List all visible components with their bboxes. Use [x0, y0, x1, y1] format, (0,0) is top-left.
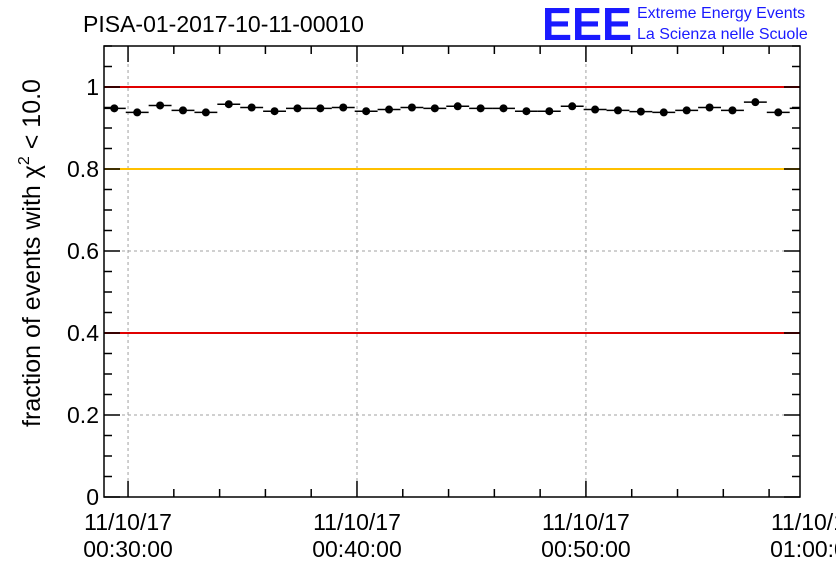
x-tick-label-date: 11/10/17	[84, 509, 172, 535]
data-point	[446, 102, 470, 111]
data-point-marker	[224, 100, 233, 109]
x-tick-labels: 11/10/1700:30:0011/10/1700:40:0011/10/17…	[83, 509, 836, 562]
data-point	[675, 106, 699, 115]
y-axis-label-suffix: < 10.0	[18, 79, 46, 156]
y-tick-label: 0.8	[67, 156, 99, 182]
data-point	[698, 103, 722, 112]
y-axis-label-exponent: 2	[16, 156, 33, 165]
data-point	[217, 100, 241, 109]
data-point-marker	[247, 103, 256, 112]
reference-lines	[104, 86, 800, 334]
data-point-marker	[568, 102, 577, 111]
logo-mark: EEE	[542, 0, 632, 50]
y-tick-label: 1	[86, 74, 99, 100]
data-point	[125, 108, 149, 117]
data-point-marker	[636, 107, 645, 116]
data-point-marker	[751, 98, 760, 107]
data-point	[721, 106, 744, 115]
y-axis-label: fraction of events with χ2 < 10.0	[16, 79, 46, 427]
data-point-marker	[201, 108, 210, 117]
data-point-marker	[591, 105, 600, 114]
data-point	[492, 104, 515, 113]
y-tick-labels: 0 0.2 0.4 0.6 0.8 1	[67, 74, 99, 510]
data-point-marker	[293, 104, 302, 113]
logo-line2: La Scienza nelle Scuole	[637, 26, 808, 43]
data-point-marker	[613, 106, 622, 115]
y-axis-label-symbol: χ	[18, 165, 46, 178]
logo-line1: Extreme Energy Events	[637, 5, 805, 22]
data-points	[104, 98, 800, 117]
data-point-marker	[110, 104, 119, 113]
y-tick-label: 0.6	[67, 238, 99, 264]
axis-ticks	[104, 45, 800, 498]
eee-logo: EEE Extreme Energy Events La Scienza nel…	[542, 0, 808, 50]
data-point-marker	[385, 105, 394, 114]
data-point-marker	[362, 107, 371, 116]
data-point	[423, 104, 447, 113]
x-tick-label-date: 11/10/17	[771, 509, 836, 535]
data-point-marker	[705, 103, 714, 112]
data-point	[469, 104, 493, 113]
data-point	[354, 107, 378, 116]
data-point-marker	[133, 108, 142, 117]
data-point-marker	[430, 104, 439, 113]
data-point-marker	[499, 104, 508, 113]
data-point-marker	[339, 103, 348, 112]
data-point	[583, 105, 607, 114]
data-point-marker	[774, 108, 783, 117]
y-tick-label: 0	[86, 484, 99, 510]
x-tick-label-date: 11/10/17	[313, 509, 401, 535]
data-point	[629, 107, 653, 116]
x-tick-label-date: 11/10/17	[542, 509, 630, 535]
x-tick-label-time: 00:30:00	[83, 536, 173, 562]
data-point	[286, 104, 309, 113]
y-tick-label: 0.4	[67, 320, 99, 346]
y-tick-label: 0.2	[67, 402, 99, 428]
data-point	[560, 102, 584, 111]
data-point	[263, 107, 287, 116]
data-point	[331, 103, 355, 112]
data-point	[766, 108, 790, 117]
data-point-marker	[728, 106, 737, 115]
y-axis-label-prefix: fraction of events with	[18, 178, 46, 427]
data-point	[308, 104, 332, 113]
data-point-marker	[682, 106, 691, 115]
data-point	[148, 101, 172, 110]
data-point	[240, 103, 264, 112]
data-point	[171, 106, 195, 115]
x-tick-label-time: 00:50:00	[541, 536, 631, 562]
data-point-marker	[316, 104, 325, 113]
data-point	[652, 108, 676, 117]
x-tick-label-time: 01:00:00	[770, 536, 836, 562]
data-point	[377, 105, 401, 114]
data-point-marker	[156, 101, 165, 110]
data-point-marker	[407, 103, 416, 112]
data-point-marker	[178, 106, 187, 115]
data-point	[514, 107, 538, 116]
data-point	[537, 107, 561, 116]
data-point	[606, 106, 630, 115]
data-point-marker	[476, 104, 485, 113]
data-point	[104, 104, 126, 113]
data-point-marker	[453, 102, 462, 111]
data-point	[400, 103, 424, 112]
data-point-marker	[522, 107, 531, 116]
data-point	[743, 98, 767, 107]
x-tick-label-time: 00:40:00	[312, 536, 402, 562]
data-point-marker	[545, 107, 554, 116]
data-point-marker	[270, 107, 279, 116]
data-point-marker	[659, 108, 668, 117]
run-title: PISA-01-2017-10-11-00010	[83, 11, 364, 37]
data-point	[194, 108, 218, 117]
